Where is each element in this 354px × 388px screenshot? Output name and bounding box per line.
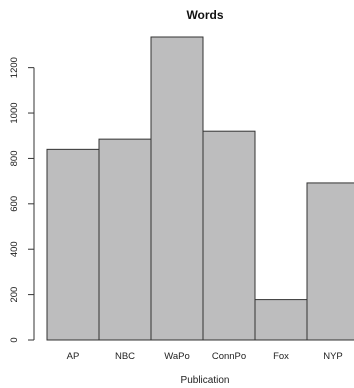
y-tick-label-200: 200	[9, 287, 20, 303]
bar-ap	[47, 149, 99, 340]
x-tick-label-wapo: WaPo	[164, 351, 190, 362]
bar-nbc	[99, 139, 151, 340]
y-tick-label-800: 800	[9, 150, 20, 166]
x-tick-label-nbc: NBC	[115, 351, 135, 362]
y-tick-label-1200: 1200	[9, 57, 20, 78]
bars-group	[47, 37, 354, 340]
y-axis: 0 200 400 600 800 1000 1200	[9, 57, 34, 343]
x-tick-label-nyp: NYP	[323, 351, 343, 362]
x-axis: AP NBC WaPo ConnPo Fox NYP	[67, 351, 343, 362]
x-tick-label-fox: Fox	[273, 351, 289, 362]
y-tick-label-400: 400	[9, 241, 20, 257]
y-tick-label-0: 0	[9, 337, 20, 342]
bar-wapo	[151, 37, 203, 340]
x-tick-label-ap: AP	[67, 351, 80, 362]
y-tick-label-1000: 1000	[9, 102, 20, 123]
y-tick-label-600: 600	[9, 196, 20, 212]
x-tick-label-connpo: ConnPo	[212, 351, 246, 362]
chart-title: Words	[186, 8, 223, 22]
bar-nyp	[307, 183, 354, 340]
bar-fox	[255, 300, 307, 340]
bar-connpo	[203, 131, 255, 340]
x-axis-label: Publication	[181, 375, 230, 386]
